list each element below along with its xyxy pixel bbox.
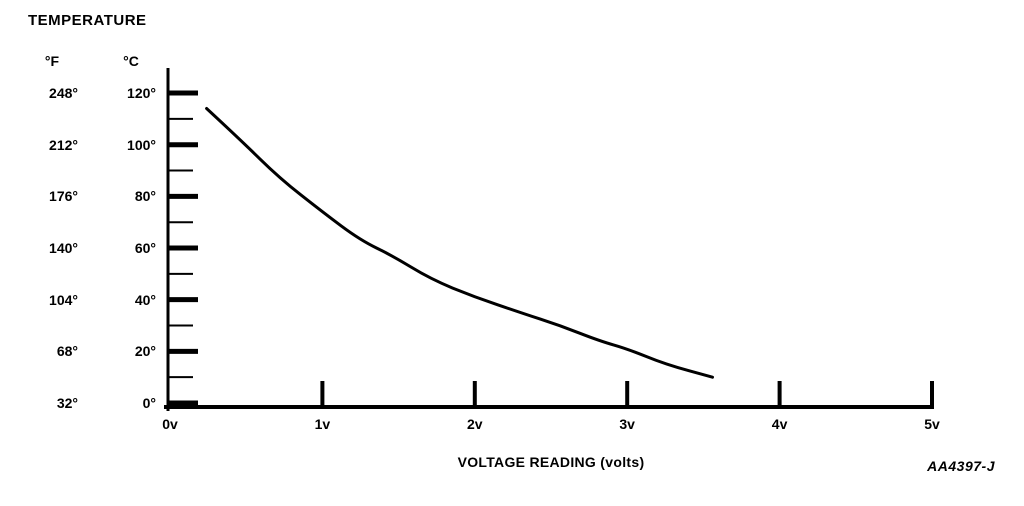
fahrenheit-tick-label: 104° — [49, 291, 78, 308]
figure-reference: AA4397-J — [927, 458, 995, 474]
fahrenheit-tick-label: 248° — [49, 85, 78, 102]
celsius-unit-label: °C — [123, 53, 139, 69]
temperature-curve — [205, 107, 714, 379]
fahrenheit-unit-label: °F — [44, 53, 60, 69]
x-tick-label: 1v — [314, 416, 331, 432]
x-tick-label: 5v — [924, 416, 940, 432]
fahrenheit-tick-label: 212° — [49, 136, 78, 153]
fahrenheit-tick-label: 140° — [49, 240, 78, 257]
x-tick-label: 3v — [619, 416, 635, 432]
celsius-tick-label: 80° — [134, 188, 156, 205]
chart-title: TEMPERATURE — [28, 12, 147, 29]
x-tick-label: 4v — [771, 416, 788, 432]
fahrenheit-tick-label: 176° — [49, 188, 78, 205]
celsius-tick-label: 100° — [127, 136, 156, 153]
x-axis-title: VOLTAGE READING (volts) — [457, 454, 645, 470]
x-tick-label: 2v — [467, 416, 483, 432]
celsius-tick-label: 0° — [142, 395, 156, 411]
celsius-tick-label: 120° — [127, 85, 156, 102]
celsius-tick-label: 60° — [134, 240, 156, 257]
celsius-tick-label: 40° — [134, 291, 156, 308]
celsius-tick-label: 20° — [134, 343, 156, 360]
x-tick-label: 0v — [162, 416, 178, 432]
fahrenheit-tick-label: 32° — [56, 395, 78, 411]
fahrenheit-tick-label: 68° — [56, 343, 78, 360]
